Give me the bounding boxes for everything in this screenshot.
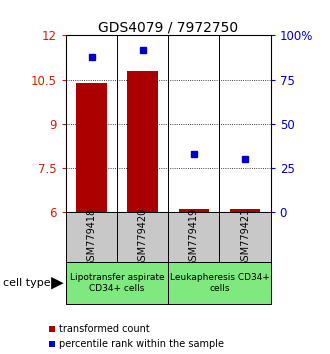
Bar <box>66 212 117 262</box>
Bar <box>230 210 260 212</box>
Text: GSM779418: GSM779418 <box>86 207 97 267</box>
Bar <box>127 71 158 212</box>
Title: GDS4079 / 7972750: GDS4079 / 7972750 <box>98 20 238 34</box>
Bar <box>179 210 209 212</box>
Bar <box>76 82 107 212</box>
Bar <box>66 262 168 304</box>
Bar <box>117 212 168 262</box>
Bar <box>219 212 271 262</box>
Legend: transformed count, percentile rank within the sample: transformed count, percentile rank withi… <box>48 324 224 349</box>
Bar <box>168 262 271 304</box>
Text: cell type: cell type <box>3 278 51 288</box>
Bar <box>168 212 219 262</box>
Text: GSM779419: GSM779419 <box>189 207 199 267</box>
Text: GSM779420: GSM779420 <box>138 207 148 267</box>
Text: Lipotransfer aspirate
CD34+ cells: Lipotransfer aspirate CD34+ cells <box>70 274 164 293</box>
Polygon shape <box>51 277 64 290</box>
Text: GSM779421: GSM779421 <box>240 207 250 267</box>
Text: Leukapheresis CD34+
cells: Leukapheresis CD34+ cells <box>170 274 269 293</box>
